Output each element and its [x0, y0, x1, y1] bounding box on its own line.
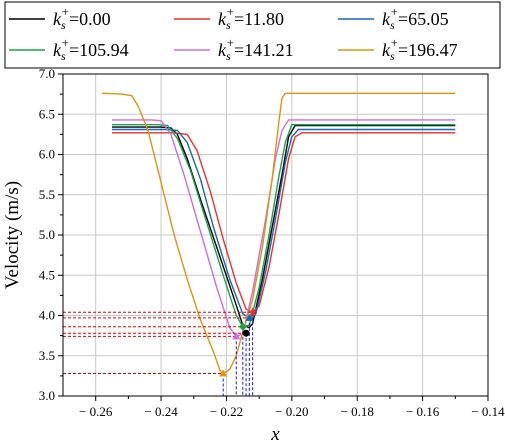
legend-label-4: ks+=141.21 [218, 35, 294, 63]
x-tick-label: − 0.14 [471, 404, 505, 419]
x-tick-label: − 0.24 [144, 404, 178, 419]
y-tick-label: 4.5 [39, 267, 55, 282]
minimum-markers [219, 307, 258, 377]
y-tick-label: 5.0 [39, 227, 55, 242]
y-tick-label: 6.0 [39, 147, 55, 162]
series-line-0 [112, 124, 456, 329]
series-line-5 [102, 92, 456, 375]
x-tick-label: − 0.22 [210, 404, 243, 419]
y-tick-label: 7.0 [39, 66, 55, 81]
legend-label-0: ks+=0.00 [53, 4, 111, 32]
minimum-drop-lines [63, 311, 254, 396]
x-axis-label: x [270, 424, 280, 445]
x-tick-label: − 0.26 [79, 404, 113, 419]
x-tick-label: − 0.18 [341, 404, 374, 419]
min-marker-1 [247, 307, 258, 317]
x-tick-label: − 0.16 [406, 404, 440, 419]
legend-box [4, 1, 501, 69]
legend: ks+=0.00 ks+=11.80 ks+=65.05 ks+=105.94 ks+=… [4, 1, 501, 69]
y-axis-ticks: 3.0 3.5 4.0 4.5 5.0 5.5 6.0 6.5 7.0 [39, 66, 63, 403]
min-marker-2 [245, 313, 254, 321]
series-group [102, 92, 456, 375]
min-marker-4 [232, 332, 241, 340]
series-line-4 [112, 119, 456, 338]
x-axis-ticks: − 0.26 − 0.24 − 0.22 − 0.20 − 0.18 − 0.16 − 0.… [79, 396, 505, 419]
series-line-3 [112, 123, 456, 328]
legend-label-3: ks+=105.94 [53, 35, 129, 63]
min-marker-5 [219, 369, 228, 377]
y-tick-label: 4.0 [39, 308, 55, 323]
x-tick-label: − 0.20 [275, 404, 308, 419]
series-line-1 [112, 132, 456, 313]
legend-label-5: ks+=196.47 [382, 35, 458, 63]
legend-label-2: ks+=65.05 [382, 4, 449, 32]
y-tick-label: 3.0 [39, 388, 55, 403]
min-marker-3 [238, 322, 247, 331]
y-axis-label: Velocity (m/s) [2, 181, 23, 289]
y-tick-label: 6.5 [39, 106, 55, 121]
min-marker-0 [242, 329, 250, 337]
y-tick-label: 3.5 [39, 348, 55, 363]
legend-label-1: ks+=11.80 [218, 4, 284, 32]
y-tick-label: 5.5 [39, 187, 55, 202]
series-line-2 [112, 128, 456, 319]
